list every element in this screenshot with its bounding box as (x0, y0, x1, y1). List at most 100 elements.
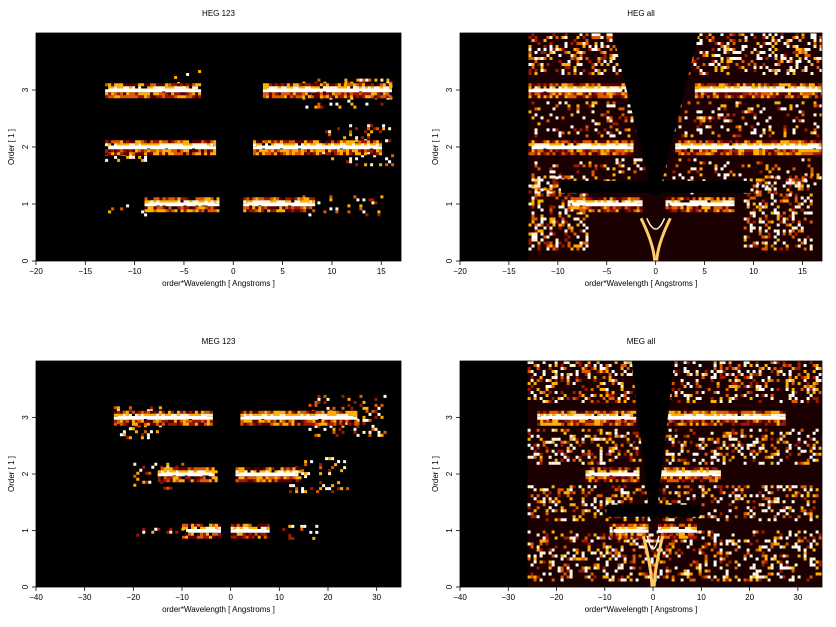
x-tick-label: 5 (702, 267, 707, 276)
band-cells-4 (671, 197, 732, 213)
y-axis-label: Order [ 1 ] (431, 129, 440, 165)
band-cells-4 (570, 197, 640, 213)
band-order-2-2 (105, 140, 217, 156)
band-cells-3 (240, 410, 358, 426)
x-tick-label: −40 (29, 593, 43, 602)
y-tick-label: 3 (21, 415, 30, 420)
y-tick-label: 0 (445, 258, 454, 263)
band-cells-3 (585, 467, 634, 483)
y-tick-label: 3 (445, 87, 454, 92)
band-cells-3 (253, 140, 382, 156)
speckle-4 (133, 462, 170, 487)
band-cells-2 (684, 140, 822, 156)
band-cells-5 (675, 143, 820, 147)
band-core (613, 529, 642, 532)
speckle-4 (295, 457, 344, 494)
band-cells-2 (657, 523, 697, 539)
band-order-3-0 (105, 83, 202, 99)
speckle-6 (308, 394, 387, 434)
band-order-3-0 (537, 410, 637, 426)
x-axis-label: order*Wavelength [ Angstroms ] (162, 279, 275, 288)
x-tick-label: −30 (501, 593, 515, 602)
speckle-4 (527, 530, 822, 582)
scatter-region-3 (528, 175, 589, 251)
v-gap (631, 361, 675, 520)
y-axis-label: Order [ 1 ] (7, 456, 16, 492)
band-cells-2 (105, 140, 214, 156)
v-arm-right (652, 535, 665, 587)
speckle-4 (528, 33, 822, 75)
band-cells-5 (243, 200, 313, 204)
band-cells-1 (567, 197, 643, 213)
band-cells-5 (114, 86, 199, 90)
band-core (266, 88, 388, 92)
scatter-region-3 (289, 457, 350, 494)
band-cells-5 (235, 470, 299, 474)
x-tick-label: −20 (453, 267, 467, 276)
x-axis-label: order*Wavelength [ Angstroms ] (585, 279, 698, 288)
chart-title: HEG all (627, 9, 655, 18)
x-tick-label: 30 (793, 593, 802, 602)
y-tick-label: 1 (445, 528, 454, 533)
x-tick-label: −10 (551, 267, 565, 276)
speckle-2 (527, 485, 822, 522)
band-order-3-1 (240, 410, 358, 426)
x-tick-label: −20 (29, 267, 43, 276)
band-cells-5 (609, 526, 646, 530)
band-core (244, 416, 354, 419)
speckle-4 (317, 397, 384, 437)
band-core (257, 145, 378, 149)
scatter-region-4 (743, 175, 813, 251)
speckle-5 (300, 524, 319, 528)
band-cells-1 (657, 523, 697, 539)
band-cells-5 (243, 413, 349, 417)
band-cells-1 (660, 467, 712, 483)
speckle-2 (282, 527, 295, 540)
band-cells-3 (528, 83, 628, 99)
band-core (698, 88, 818, 92)
band-cells-3 (160, 467, 209, 483)
speckle-6 (116, 409, 165, 440)
band-order-2-2 (585, 467, 640, 483)
x-tick-label: 10 (697, 593, 706, 602)
speckle-6 (530, 361, 822, 403)
band-order-2-3 (253, 140, 382, 156)
band-order-1-4 (144, 197, 220, 213)
speckle-5 (126, 204, 145, 214)
speckle-6 (144, 213, 148, 217)
band-cells-1 (537, 410, 637, 426)
speckle-6 (148, 465, 155, 484)
x-axis-label: order*Wavelength [ Angstroms ] (162, 605, 275, 614)
band-cells-4 (253, 140, 382, 156)
y-tick-label: 2 (21, 144, 30, 149)
band-cells-2 (662, 410, 786, 426)
speckle-4 (174, 70, 202, 88)
band-cells-3 (113, 410, 213, 426)
band-order-1-5 (665, 197, 735, 213)
band-core (679, 145, 818, 149)
speckle-4 (288, 524, 316, 540)
band-cells-3 (665, 197, 735, 213)
speckle-3 (111, 207, 124, 211)
band-order-1-5 (243, 197, 316, 213)
band-core (239, 472, 295, 476)
band-cells-4 (681, 140, 822, 156)
y-tick-label: 0 (21, 258, 30, 263)
speckle-4 (329, 195, 384, 214)
band-cells-1 (105, 140, 211, 156)
band-core (589, 472, 635, 476)
y-tick-label: 0 (21, 584, 30, 589)
speckle-3 (531, 175, 589, 251)
panel-3: −40 −30 −20 −10 0 10 20 30 0 1 2 3 MEG all order*Wave… (431, 337, 823, 614)
band-core (661, 529, 693, 532)
band-cells-5 (665, 200, 735, 204)
speckle-3 (527, 530, 822, 582)
panel-0: −20 −15 −10 −5 0 5 10 15 0 1 2 3 HEG 123 order*Wavele… (7, 9, 402, 288)
band-cells-5 (662, 413, 786, 417)
band-cells-5 (537, 413, 631, 417)
speckle-4 (108, 210, 112, 214)
speckle-2 (365, 198, 381, 217)
band-order-3-1 (262, 83, 392, 99)
band-order-1-5 (657, 523, 697, 539)
y-axis-label: Order [ 1 ] (431, 456, 440, 492)
